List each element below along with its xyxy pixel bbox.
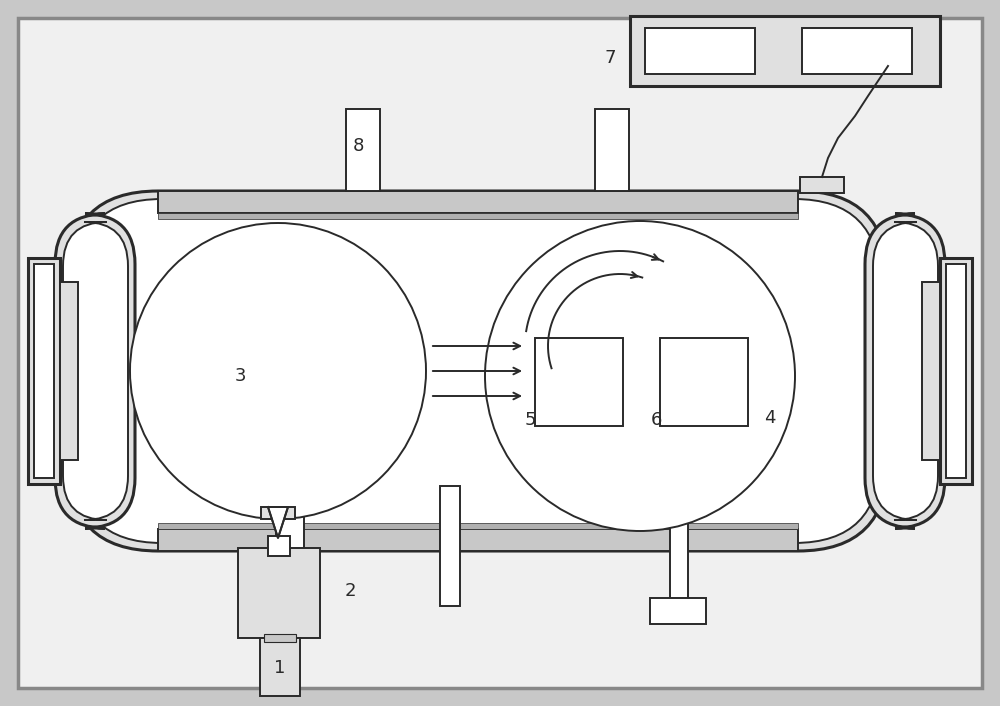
Bar: [535, 338, 623, 426]
Text: 3: 3: [234, 367, 246, 385]
Text: 1: 1: [274, 659, 286, 677]
Circle shape: [130, 223, 426, 519]
Bar: [158, 213, 798, 219]
Bar: [802, 28, 912, 74]
FancyBboxPatch shape: [76, 199, 880, 543]
Bar: [670, 486, 688, 606]
Bar: [158, 191, 798, 213]
FancyBboxPatch shape: [55, 214, 135, 528]
Bar: [28, 258, 60, 484]
Bar: [440, 486, 460, 606]
Bar: [800, 177, 844, 193]
Polygon shape: [268, 507, 288, 538]
Text: 5: 5: [524, 411, 536, 429]
Text: 7: 7: [604, 49, 616, 67]
Bar: [158, 523, 798, 529]
Bar: [660, 338, 748, 426]
Bar: [346, 109, 380, 191]
Bar: [260, 638, 300, 696]
Bar: [34, 264, 54, 478]
FancyBboxPatch shape: [873, 222, 938, 520]
Text: 8: 8: [352, 137, 364, 155]
Bar: [276, 471, 304, 551]
Bar: [946, 264, 966, 478]
FancyBboxPatch shape: [63, 222, 128, 520]
Bar: [940, 258, 972, 484]
Bar: [922, 282, 940, 460]
Bar: [650, 598, 706, 624]
Bar: [268, 536, 290, 556]
Bar: [60, 282, 78, 460]
Bar: [264, 634, 296, 642]
Bar: [595, 109, 629, 191]
FancyBboxPatch shape: [865, 214, 945, 528]
Bar: [238, 548, 320, 638]
Bar: [630, 16, 940, 86]
FancyBboxPatch shape: [18, 18, 982, 688]
Bar: [645, 28, 755, 74]
Bar: [158, 529, 798, 551]
Text: 6: 6: [650, 411, 662, 429]
Text: 4: 4: [764, 409, 776, 427]
FancyBboxPatch shape: [68, 191, 888, 551]
Bar: [261, 507, 295, 519]
Circle shape: [485, 221, 795, 531]
Text: 2: 2: [344, 582, 356, 600]
